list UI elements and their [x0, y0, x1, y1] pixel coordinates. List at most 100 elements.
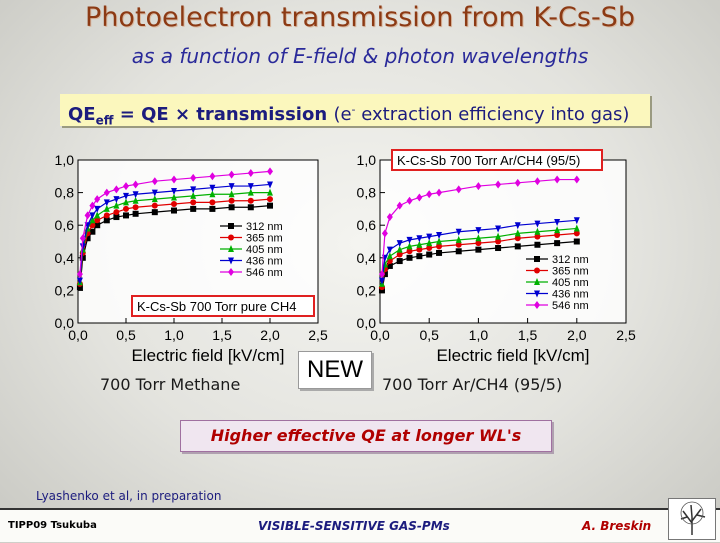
chart1-data-point: [426, 239, 433, 247]
chart0-data-point: [247, 204, 254, 211]
qe-formula-sup: -: [351, 103, 356, 116]
chart1-data-point: [534, 241, 541, 248]
chart0-ytick-label: 0,2: [55, 282, 75, 298]
chart1-series-0: [378, 238, 580, 294]
chart0-data-point: [103, 212, 110, 219]
chart1-xaxis-label: Electric field [kV/cm]: [436, 346, 589, 365]
slide-title: Photoelectron transmission from K-Cs-Sb: [85, 2, 635, 33]
chart1-data-point: [396, 258, 403, 265]
chart0-data-point: [267, 167, 273, 176]
chart1-series-2: [378, 224, 580, 287]
new-badge: NEW: [298, 351, 372, 389]
chart1-data-point: [455, 185, 462, 194]
chart0-ytick-label: 0,6: [55, 217, 75, 233]
chart0-data-point: [228, 197, 235, 204]
chart1-data-point: [406, 248, 413, 255]
footer-center: VISIBLE-SENSITIVE GAS-PMs: [258, 519, 450, 533]
chart0-data-point: [113, 185, 120, 194]
chart1-data-point: [554, 231, 561, 238]
chart1-data-point: [475, 182, 482, 191]
chart1-data-point: [381, 229, 388, 238]
chart0-data-point: [171, 207, 177, 214]
chart0-ytick-label: 0,8: [55, 185, 75, 201]
chart1-data-point: [495, 232, 502, 240]
chart1-xtick-label: 2,5: [616, 327, 636, 343]
chart0-data-point: [151, 209, 158, 216]
chart1-data-point: [534, 233, 541, 240]
chart1-legend-label: 436 nm: [552, 289, 589, 301]
chart0-data-point: [123, 182, 129, 191]
chart1-data-point: [514, 178, 521, 187]
chart0-data-point: [171, 201, 177, 208]
chart1-data-point: [378, 287, 385, 294]
chart0-data-point: [79, 234, 86, 243]
chart0-data-point: [89, 228, 96, 235]
chart0-data-point: [76, 277, 83, 285]
chart1-data-point: [455, 248, 462, 255]
chart0-legend-marker: [228, 257, 234, 265]
chart1-data-point: [514, 222, 521, 230]
chart0-data-point: [190, 199, 197, 206]
chart0-data-point: [151, 195, 158, 203]
chart0-data-point: [228, 183, 235, 191]
footer-right: A. Breskin: [582, 519, 652, 533]
chart0-series-line: [79, 191, 270, 283]
chart1-ytick-label: 0,4: [357, 250, 377, 266]
chart0-data-point: [123, 212, 129, 219]
chart1-data-point: [475, 234, 482, 242]
chart1-legend-label: 546 nm: [552, 300, 589, 312]
chart1-ytick-label: 0,0: [357, 315, 377, 331]
chart0-data-point: [247, 183, 254, 191]
footer-left: TIPP09 Tsukuba: [8, 520, 97, 531]
chart0-data-point: [190, 205, 197, 212]
chart0-data-point: [190, 191, 197, 199]
caption-left: 700 Torr Methane: [100, 375, 241, 394]
footer-bar: [0, 508, 720, 542]
chart1-xtick-label: 0,5: [419, 327, 439, 343]
chart0-legend-marker: [228, 268, 234, 276]
chart1-data-point: [406, 242, 413, 250]
chart1-data-point: [534, 227, 541, 235]
chart0-series-3: [76, 181, 273, 285]
chart1-series-4: [378, 175, 580, 279]
chart1-data-point: [386, 213, 393, 222]
chart1-data-point: [554, 218, 561, 226]
chart0-legend-marker: [228, 234, 234, 241]
chart1-data-point: [378, 270, 385, 279]
chart0-data-point: [89, 201, 96, 210]
chart0-data-point: [113, 196, 120, 204]
chart0-data-point: [132, 210, 139, 217]
chart1-data-point: [378, 277, 385, 285]
chart0-data-point: [103, 188, 110, 197]
chart0-data-point: [113, 201, 120, 209]
chart1-data-point: [396, 245, 403, 253]
chart0-data-point: [151, 202, 158, 209]
chart1-xtick-label: 1,5: [518, 327, 538, 343]
chart1-data-point: [495, 225, 502, 233]
chart1-data-point: [436, 231, 443, 239]
chart0-series-line: [79, 170, 271, 275]
chart0-data-point: [151, 189, 158, 197]
chart-ar-ch4: 0,0 0,2 0,4 0,6 0,8 1,0 0,0 0,5 1,0 1,5 2,0 2,5 Elec…: [357, 149, 636, 365]
chart0-ytick-label: 0,0: [55, 315, 75, 331]
chart1-data-point: [455, 235, 462, 243]
chart0-data-point: [151, 177, 158, 186]
chart1-data-point: [455, 241, 462, 248]
chart1-data-point: [436, 249, 443, 256]
chart0-legend-label: 546 nm: [246, 267, 283, 279]
chart1-data-point: [396, 251, 403, 258]
chart0-data-point: [267, 196, 273, 203]
chart0-xtick-label: 0,0: [68, 327, 88, 343]
qe-formula-left: QE: [68, 104, 96, 125]
chart1-legend-title: K-Cs-Sb 700 Torr Ar/CH4 (95/5): [397, 153, 580, 168]
chart0-data-point: [94, 217, 101, 224]
chart1-data-point: [455, 228, 462, 236]
chart0-data-point: [267, 202, 273, 209]
chart0-series-line: [79, 198, 271, 284]
chart1-data-point: [534, 177, 541, 186]
chart0-data-point: [113, 214, 120, 221]
chart1-data-point: [514, 229, 521, 237]
chart0-data-point: [94, 195, 101, 204]
